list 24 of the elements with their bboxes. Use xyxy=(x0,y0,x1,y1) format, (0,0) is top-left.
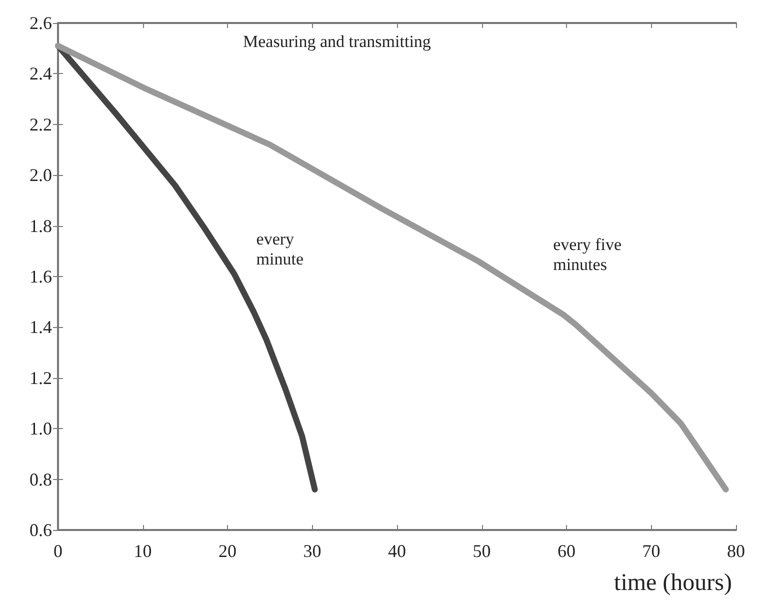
y-tick-label: 2.2 xyxy=(30,114,52,134)
x-tick-label: 0 xyxy=(54,541,62,561)
y-tick-label: 1.4 xyxy=(30,317,52,338)
x-tick-label: 10 xyxy=(134,541,152,561)
x-tick-label: 30 xyxy=(303,541,322,561)
x-tick-label: 80 xyxy=(727,541,745,561)
y-tick-label: 1.0 xyxy=(30,418,52,439)
x-tick-label: 60 xyxy=(558,541,576,561)
y-tick-label: 2.0 xyxy=(30,165,52,186)
x-tick-label: 40 xyxy=(388,541,406,561)
y-tick-label: 1.8 xyxy=(30,216,52,236)
series-label: every minute xyxy=(256,229,304,268)
x-tick-label: 70 xyxy=(642,541,660,561)
x-tick-label: 50 xyxy=(472,541,491,561)
y-tick-label: 2.4 xyxy=(30,64,52,84)
x-tick-label: 20 xyxy=(218,541,236,561)
series-label: every five minutes xyxy=(553,235,626,274)
y-tick-label: 1.6 xyxy=(30,266,52,286)
y-tick-label: 1.2 xyxy=(30,368,52,388)
y-tick-label: 0.6 xyxy=(30,520,52,540)
x-axis-title: time (hours) xyxy=(614,570,732,596)
text: Measuring and transmitting xyxy=(243,32,432,51)
y-tick-label: 0.8 xyxy=(30,469,52,490)
y-tick-label: 2.6 xyxy=(30,13,52,33)
